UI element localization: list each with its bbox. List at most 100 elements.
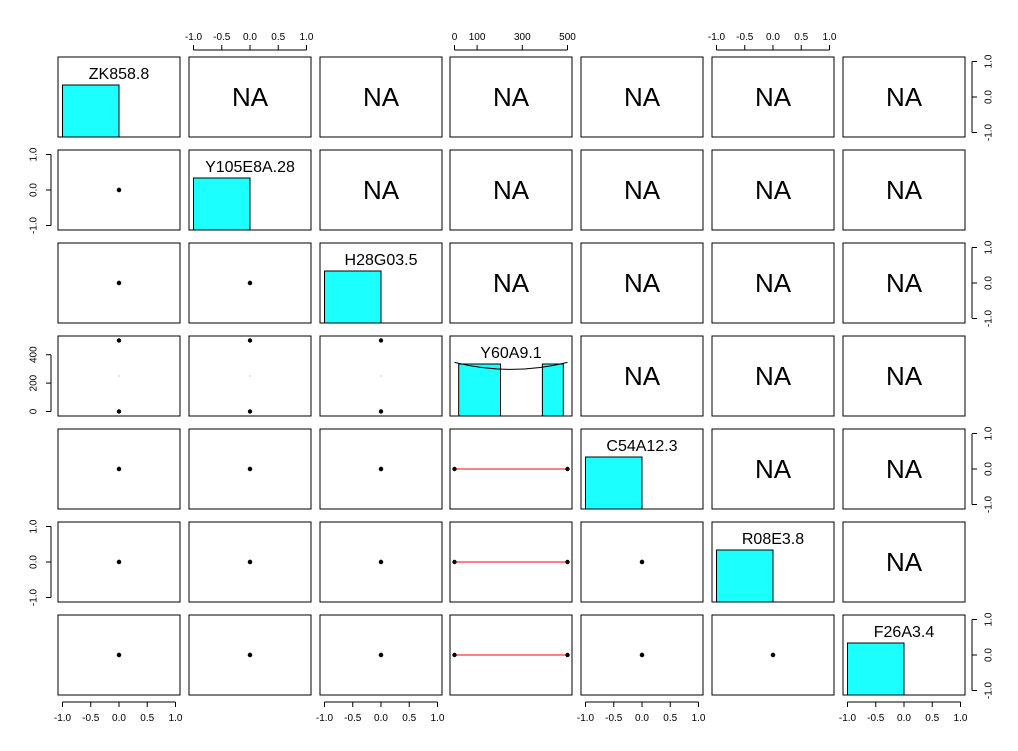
panel-frame (57, 428, 181, 510)
tick-label: 0.5 (271, 32, 285, 43)
histogram-bar (585, 456, 643, 510)
panel-r3-c2 (319, 335, 443, 417)
panel-r6-c5 (711, 614, 835, 696)
tick-label: 0.0 (984, 462, 995, 476)
panel-r3-c1 (188, 335, 312, 417)
density-curve (454, 361, 568, 370)
top-axis-col3: 0 100 300 500 (452, 32, 576, 51)
tick-label: -1.0 (984, 309, 995, 327)
tick-label: 1.0 (954, 713, 968, 724)
panel-r6-c2 (319, 614, 443, 696)
na-label: NA (755, 175, 792, 205)
scatter-point (770, 652, 776, 658)
panel-r1-c4: NA (580, 149, 704, 231)
top-axis-col5: -1.0 -0.5 0.0 0.5 1.0 (708, 32, 837, 51)
tick-label: 1.0 (823, 32, 837, 43)
tick-label: 0.0 (766, 32, 780, 43)
variable-label: C54A12.3 (606, 438, 677, 455)
tick-label: 0 (452, 32, 458, 43)
tick-label: 1.0 (29, 147, 40, 161)
scatter-point (116, 466, 122, 472)
na-label: NA (755, 361, 792, 391)
variable-label: F26A3.4 (874, 624, 935, 641)
histogram-bar (324, 270, 382, 324)
panel-r5-c3 (449, 521, 573, 603)
tick-label: 0.0 (29, 555, 40, 569)
tick-label: -0.5 (344, 713, 362, 724)
na-label: NA (493, 268, 530, 298)
top-axis-col1: -1.0 -0.5 0.0 0.5 1.0 (185, 32, 314, 51)
panel-r5-c6: NA (842, 521, 966, 603)
scatter-point (565, 652, 570, 658)
tick-label: 1.0 (169, 713, 183, 724)
scatter-point (247, 409, 253, 414)
panel-frame (449, 56, 573, 138)
scatter-point (116, 652, 122, 658)
tick-label: -1.0 (185, 32, 203, 43)
scatter-point (378, 466, 384, 472)
scatter-point (247, 652, 253, 658)
scatter-point (247, 280, 253, 286)
tick-label: 0.5 (794, 32, 808, 43)
scatter-point (116, 187, 122, 193)
panel-frame (711, 149, 835, 231)
panel-frame (711, 242, 835, 324)
panel-r2-c5: NA (711, 242, 835, 324)
panel-r4-c6: NA (842, 428, 966, 510)
panel-frame (842, 521, 966, 603)
scatter-point (378, 409, 384, 414)
scatter-point (639, 652, 645, 658)
panel-r2-c3: NA (449, 242, 573, 324)
scatter-point (378, 559, 384, 565)
histogram-bar (541, 363, 564, 417)
panel-frame (580, 242, 704, 324)
na-label: NA (624, 82, 661, 112)
scatter-point (565, 559, 570, 565)
histogram-bar (458, 363, 502, 417)
scatter-point (378, 338, 384, 343)
variable-label: R08E3.8 (742, 531, 804, 548)
na-label: NA (363, 175, 400, 205)
tick-label: -1.0 (29, 588, 40, 606)
panel-r1-c0 (57, 149, 181, 231)
tick-label: -1.0 (984, 495, 995, 513)
panel-r3-c4: NA (580, 335, 704, 417)
tick-label: 0.0 (984, 276, 995, 290)
tick-label: -0.5 (82, 713, 100, 724)
panel-r0-c6: NA (842, 56, 966, 138)
panel-r4-c3 (449, 428, 573, 510)
scatter-point (116, 409, 122, 414)
panel-r0-c3: NA (449, 56, 573, 138)
scatter-point (452, 559, 457, 565)
panel-r3-c6: NA (842, 335, 966, 417)
na-label: NA (363, 82, 400, 112)
variable-label: Y60A9.1 (480, 345, 541, 362)
scatter-point (116, 338, 122, 343)
panel-r5-c5: R08E3.8 (711, 521, 835, 603)
panel-frame (57, 614, 181, 696)
right-axis-row0: -1.0 0.0 1.0 (971, 54, 995, 141)
tick-label: 0.5 (140, 713, 154, 724)
panel-r2-c4: NA (580, 242, 704, 324)
panel-r4-c0 (57, 428, 181, 510)
panel-r1-c1: Y105E8A.28 (188, 149, 312, 231)
na-label: NA (886, 361, 923, 391)
scatter-point (452, 466, 457, 472)
panel-r0-c1: NA (188, 56, 312, 138)
panel-r1-c6: NA (842, 149, 966, 231)
variable-label: H28G03.5 (345, 252, 418, 269)
panel-frame (319, 56, 443, 138)
panel-frame (711, 335, 835, 417)
panel-frame (188, 56, 312, 138)
panel-frame (842, 428, 966, 510)
bottom-axis-col2: -1.0 -0.5 0.0 0.5 1.0 (316, 701, 445, 724)
panel-r3-c3: Y60A9.1 (449, 335, 573, 417)
scatter-point (378, 652, 384, 658)
scatter-point (247, 559, 253, 565)
na-label: NA (886, 454, 923, 484)
histogram-bar (193, 177, 251, 231)
tick-label: 400 (29, 346, 40, 363)
panel-r3-c5: NA (711, 335, 835, 417)
panel-frame (449, 242, 573, 324)
histogram-bar (847, 642, 905, 696)
